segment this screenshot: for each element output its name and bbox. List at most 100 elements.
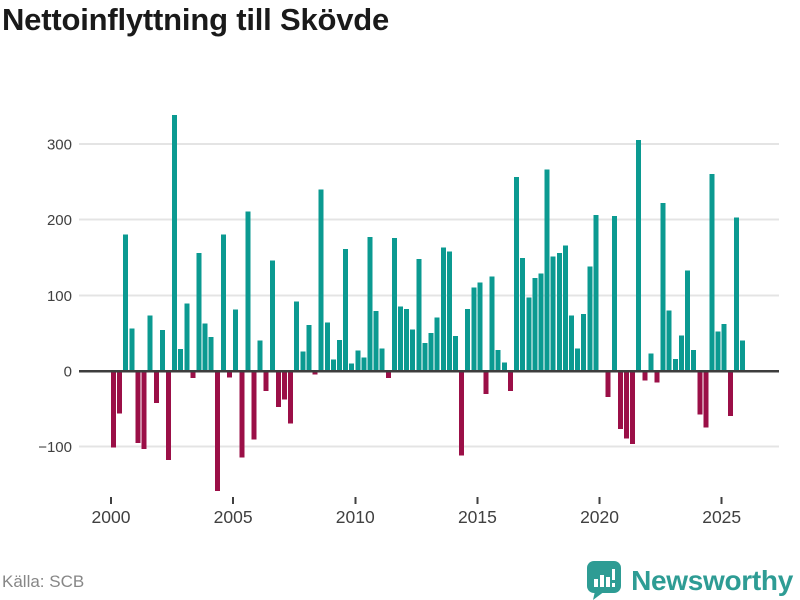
bar-2007-q2 bbox=[288, 372, 294, 424]
bar-2024-q3 bbox=[709, 174, 715, 371]
y-axis-label: 0 bbox=[64, 364, 72, 381]
bar-2023-q2 bbox=[678, 335, 684, 371]
bar-2008-q4 bbox=[324, 322, 330, 371]
bar-2009-q2 bbox=[336, 339, 342, 371]
y-axis-label: 300 bbox=[47, 136, 72, 153]
bar-2018-q4 bbox=[569, 315, 575, 371]
newsworthy-logo-text: Newsworthy bbox=[631, 564, 793, 596]
bar-2016-q3 bbox=[514, 177, 520, 371]
bar-2016-q1 bbox=[501, 362, 507, 371]
bar-2021-q1 bbox=[623, 372, 629, 439]
bar-2006-q1 bbox=[257, 340, 263, 371]
x-axis-label: 2000 bbox=[92, 507, 131, 527]
bar-2003-q3 bbox=[196, 252, 202, 371]
bar-2018-q3 bbox=[562, 245, 568, 371]
bar-2014-q1 bbox=[452, 336, 458, 371]
bar-2023-q4 bbox=[691, 349, 697, 371]
bar-2012-q1 bbox=[404, 308, 410, 371]
bar-2005-q2 bbox=[239, 372, 245, 458]
bar-2019-q1 bbox=[575, 348, 581, 371]
bar-2024-q1 bbox=[697, 372, 703, 415]
bar-2013-q3 bbox=[440, 247, 446, 371]
x-axis-label: 2005 bbox=[214, 507, 253, 527]
bar-2016-q2 bbox=[507, 372, 513, 391]
x-axis-label: 2025 bbox=[702, 507, 741, 527]
bar-2010-q3 bbox=[367, 237, 373, 371]
bar-2017-q3 bbox=[538, 273, 544, 371]
bar-2011-q2 bbox=[385, 372, 391, 379]
bar-2013-q2 bbox=[434, 317, 440, 371]
bar-2001-q4 bbox=[153, 372, 159, 404]
bar-2012-q2 bbox=[410, 329, 416, 371]
bar-2000-q2 bbox=[117, 372, 123, 414]
bar-2014-q3 bbox=[465, 308, 471, 371]
bar-2002-q3 bbox=[172, 115, 178, 371]
bar-2019-q2 bbox=[581, 314, 587, 371]
bar-2002-q4 bbox=[178, 349, 184, 371]
bar-2014-q4 bbox=[471, 287, 477, 371]
bar-2006-q3 bbox=[269, 260, 275, 371]
bar-2025-q2 bbox=[727, 372, 733, 416]
bar-2004-q4 bbox=[227, 372, 233, 378]
bar-2017-q1 bbox=[526, 297, 532, 371]
bar-2016-q4 bbox=[520, 258, 526, 371]
bar-2007-q3 bbox=[294, 301, 300, 371]
bar-2004-q2 bbox=[214, 372, 220, 491]
bar-2021-q4 bbox=[642, 372, 648, 381]
bar-2008-q2 bbox=[312, 372, 318, 375]
bar-2010-q2 bbox=[361, 357, 367, 371]
bar-2022-q4 bbox=[666, 310, 672, 371]
bar-2002-q1 bbox=[159, 330, 165, 371]
bar-2023-q1 bbox=[672, 358, 678, 371]
bar-2000-q1 bbox=[111, 372, 116, 448]
bar-2024-q2 bbox=[703, 372, 709, 428]
bar-2012-q4 bbox=[422, 342, 428, 371]
bar-2015-q4 bbox=[495, 349, 501, 371]
bar-2022-q2 bbox=[654, 372, 660, 383]
bar-2015-q1 bbox=[477, 282, 483, 371]
newsworthy-logo[interactable]: Newsworthy bbox=[586, 560, 793, 600]
x-axis-label: 2010 bbox=[336, 507, 375, 527]
bar-2024-q4 bbox=[715, 331, 721, 371]
bar-2012-q3 bbox=[416, 258, 422, 371]
bar-2010-q1 bbox=[355, 350, 361, 371]
bar-2020-q2 bbox=[605, 372, 611, 397]
bar-2013-q4 bbox=[446, 251, 452, 371]
bar-2025-q3 bbox=[733, 217, 739, 371]
bar-2010-q4 bbox=[373, 311, 379, 371]
bar-2020-q4 bbox=[617, 372, 623, 429]
bar-2011-q1 bbox=[379, 348, 385, 371]
bar-2008-q3 bbox=[318, 189, 324, 371]
bar-2014-q2 bbox=[459, 372, 465, 456]
bar-2001-q1 bbox=[135, 372, 141, 444]
bar-2000-q3 bbox=[123, 234, 129, 371]
y-axis-label: −100 bbox=[38, 439, 72, 456]
bar-2000-q4 bbox=[129, 328, 135, 371]
bar-2019-q4 bbox=[593, 215, 599, 371]
bar-2017-q2 bbox=[532, 277, 538, 371]
bar-2009-q1 bbox=[330, 359, 336, 371]
bar-2015-q2 bbox=[483, 372, 489, 394]
bar-2003-q4 bbox=[202, 323, 208, 371]
bar-2025-q1 bbox=[721, 324, 727, 371]
source-label: Källa: SCB bbox=[2, 572, 85, 591]
bar-2007-q4 bbox=[300, 351, 306, 371]
bar-2004-q1 bbox=[208, 336, 214, 371]
bar-2003-q1 bbox=[184, 303, 190, 371]
x-axis-label: 2020 bbox=[580, 507, 619, 527]
bar-2011-q3 bbox=[391, 237, 397, 371]
bar-2021-q3 bbox=[636, 140, 642, 371]
bar-2008-q1 bbox=[306, 324, 312, 371]
bar-2019-q3 bbox=[587, 266, 593, 371]
bar-2009-q4 bbox=[349, 363, 355, 371]
bar-2018-q2 bbox=[556, 252, 562, 371]
bar-2007-q1 bbox=[282, 372, 287, 400]
bar-2017-q4 bbox=[544, 169, 550, 371]
bar-2018-q1 bbox=[550, 256, 556, 371]
bar-2009-q3 bbox=[343, 249, 349, 371]
bar-2005-q1 bbox=[233, 309, 239, 371]
bar-2005-q3 bbox=[245, 211, 251, 371]
bar-2025-q4 bbox=[740, 340, 746, 371]
